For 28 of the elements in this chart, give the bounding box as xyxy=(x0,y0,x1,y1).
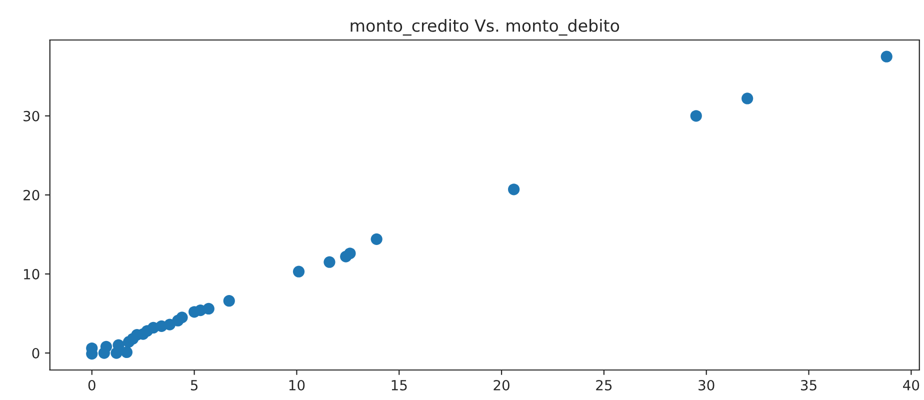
point xyxy=(370,233,382,245)
chart-title: monto_credito Vs. monto_debito xyxy=(350,19,620,36)
point xyxy=(223,295,235,307)
point xyxy=(880,50,892,62)
point xyxy=(100,340,112,352)
point xyxy=(202,302,214,315)
y-tick-label: 10 xyxy=(24,268,40,280)
point xyxy=(508,184,520,196)
point xyxy=(120,346,133,358)
x-tick-label: 0 xyxy=(88,380,96,390)
x-tick-label: 35 xyxy=(800,380,816,390)
point xyxy=(690,110,702,122)
x-tick-label: 25 xyxy=(596,380,612,390)
x-tick-label: 5 xyxy=(190,380,198,390)
x-tick-label: 20 xyxy=(494,380,510,390)
point xyxy=(324,256,336,268)
x-tick-label: 40 xyxy=(903,380,920,390)
point xyxy=(292,266,305,278)
point xyxy=(176,312,188,324)
y-tick-label: 0 xyxy=(32,348,40,358)
point xyxy=(742,92,754,104)
x-tick-label: 30 xyxy=(698,380,714,390)
x-tick-label: 10 xyxy=(289,380,305,390)
y-tick-label: 30 xyxy=(24,110,40,122)
y-tick-label: 20 xyxy=(24,190,40,200)
x-tick-label: 15 xyxy=(392,380,407,390)
point xyxy=(112,339,124,351)
point xyxy=(344,248,356,260)
